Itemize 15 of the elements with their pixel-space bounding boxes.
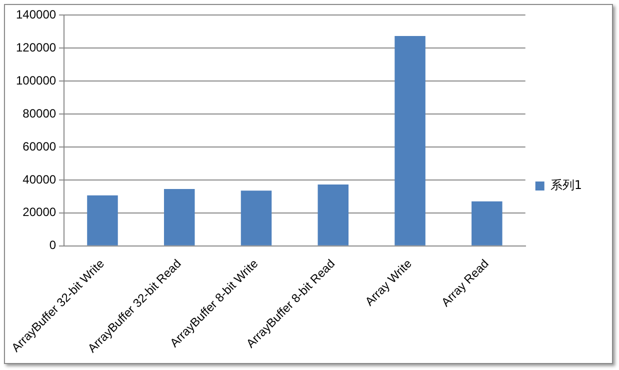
- bar: [472, 201, 502, 246]
- y-tick-label: 80000: [22, 106, 56, 120]
- y-tick-label: 100000: [16, 73, 56, 88]
- bar: [240, 190, 272, 246]
- y-tick-label: 20000: [22, 205, 56, 220]
- y-tick-label: 140000: [16, 8, 56, 22]
- y-tick-label: 0: [49, 238, 56, 252]
- bar: [394, 36, 426, 246]
- y-tick-label: 60000: [22, 139, 56, 154]
- bar: [164, 189, 195, 246]
- legend-label: 系列1: [550, 178, 582, 192]
- y-tick-label: 120000: [16, 40, 56, 54]
- bar: [87, 195, 118, 246]
- y-tick-label: 40000: [22, 172, 56, 186]
- bar: [318, 184, 349, 246]
